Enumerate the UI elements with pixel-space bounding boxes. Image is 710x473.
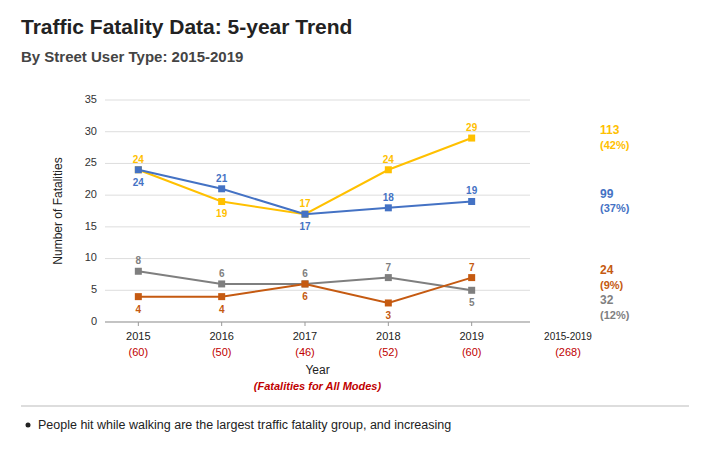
data-point [468, 198, 475, 205]
data-point [302, 280, 309, 287]
data-label: 7 [469, 262, 475, 273]
series-share: (12%) [600, 309, 630, 321]
series-line [138, 170, 471, 214]
grid [105, 100, 530, 322]
data-point [218, 280, 225, 287]
data-label: 17 [299, 221, 311, 232]
series-share: (42%) [600, 139, 630, 151]
data-labels: 24 19 17 24 29 24 21 17 18 19 8 6 6 7 5 4 4 6 3 7 [133, 122, 478, 321]
data-point [302, 211, 309, 218]
note: People hit while walking are the largest… [38, 418, 451, 432]
x-axis-sublabel: (Fatalities for All Modes) [254, 380, 382, 392]
data-point [135, 293, 142, 300]
data-point [385, 299, 392, 306]
data-point [218, 185, 225, 192]
data-label: 19 [216, 208, 228, 219]
data-point [135, 166, 142, 173]
data-point [468, 287, 475, 294]
x-tick-label: 2017 [293, 330, 317, 342]
data-label: 29 [466, 122, 478, 133]
data-label: 6 [219, 268, 225, 279]
y-axis-label: Number of Fatalities [51, 157, 65, 264]
data-point [135, 166, 142, 173]
grid-line [105, 100, 530, 101]
period-header: 2015-2019 [544, 331, 592, 342]
data-point [385, 274, 392, 281]
x-tick-label: 2019 [459, 330, 483, 342]
series-total: 113 [600, 123, 620, 137]
grid-line [105, 226, 530, 227]
y-tick-label: 15 [85, 220, 97, 232]
data-point [385, 166, 392, 173]
y-tick-label: 20 [85, 188, 97, 200]
x-tick [471, 322, 472, 326]
title: Traffic Fatality Data: 5-year Trend [21, 15, 352, 38]
series-share: (37%) [600, 202, 630, 214]
data-point [302, 280, 309, 287]
chart: Traffic Fatality Data: 5-year Trend By St… [0, 0, 710, 473]
y-tick-label: 35 [85, 93, 97, 105]
x-axis [105, 322, 530, 323]
data-point [385, 204, 392, 211]
y-tick-label: 25 [85, 156, 97, 168]
series-total: 24 [600, 263, 614, 277]
x-tick [221, 322, 222, 326]
x-tick-label: 2018 [376, 330, 400, 342]
x-tick-label: 2016 [209, 330, 233, 342]
series-line [138, 138, 471, 214]
grid-line [105, 322, 530, 323]
data-point [218, 293, 225, 300]
x-tick [138, 322, 139, 326]
x-tick [388, 322, 389, 326]
grid-line [105, 258, 530, 259]
data-label: 19 [466, 185, 478, 196]
series-line [138, 278, 471, 303]
year-total: (50) [212, 346, 232, 358]
data-label: 3 [386, 310, 392, 321]
y-tick-label: 30 [85, 125, 97, 137]
data-label: 24 [133, 154, 145, 165]
x-tick [305, 322, 306, 326]
year-total: (52) [379, 346, 399, 358]
series-total: 32 [600, 293, 614, 307]
y-tick-label: 10 [85, 251, 97, 263]
bullet [26, 423, 31, 428]
divider [21, 406, 689, 407]
data-label: 24 [383, 154, 395, 165]
data-label: 6 [302, 291, 308, 302]
data-point [468, 274, 475, 281]
y-tick-label: 5 [91, 283, 97, 295]
subtitle: By Street User Type: 2015-2019 [21, 48, 243, 65]
grid-line [105, 163, 530, 164]
x-tick-label: 2015 [126, 330, 150, 342]
data-label: 6 [302, 268, 308, 279]
period-total: (268) [555, 346, 581, 358]
series-total: 99 [600, 187, 614, 201]
data-point [302, 211, 309, 218]
data-label: 8 [136, 255, 142, 266]
series-share: (9%) [600, 279, 624, 291]
data-label: 21 [216, 173, 228, 184]
y-tick-label: 0 [91, 315, 97, 327]
data-label: 4 [136, 304, 142, 315]
data-label: 4 [219, 304, 225, 315]
data-label: 18 [383, 192, 395, 203]
data-label: 24 [133, 177, 145, 188]
data-point [218, 198, 225, 205]
data-label: 5 [469, 297, 475, 308]
background [0, 0, 710, 473]
data-label: 17 [299, 198, 311, 209]
year-total: (46) [295, 346, 315, 358]
data-point [468, 135, 475, 142]
plot-area [135, 135, 475, 307]
x-axis-label: Year [305, 363, 329, 377]
data-label: 7 [386, 262, 392, 273]
year-total: (60) [129, 346, 149, 358]
year-total: (60) [462, 346, 482, 358]
data-point [135, 268, 142, 275]
